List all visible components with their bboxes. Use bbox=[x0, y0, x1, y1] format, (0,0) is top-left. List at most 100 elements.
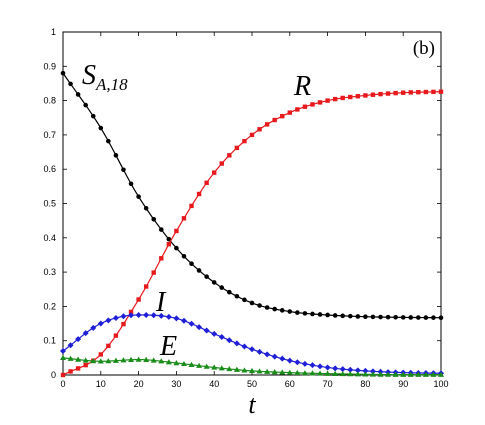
data-point-r bbox=[325, 98, 330, 103]
series-e bbox=[60, 354, 444, 377]
series-i bbox=[60, 311, 444, 377]
data-point-e bbox=[249, 367, 255, 374]
data-point-r bbox=[423, 89, 429, 95]
data-point-r bbox=[264, 122, 270, 127]
data-point-e bbox=[415, 371, 422, 377]
data-point-i bbox=[339, 366, 346, 373]
data-point-r bbox=[363, 93, 368, 98]
data-point-e bbox=[438, 371, 444, 377]
data-point-i bbox=[332, 365, 339, 372]
data-point-r bbox=[385, 91, 391, 96]
data-point-s-a-18 bbox=[68, 81, 73, 87]
data-point-e bbox=[301, 370, 308, 376]
series-line-s-a-18 bbox=[62, 72, 442, 319]
data-point-r bbox=[310, 102, 315, 107]
data-point-s-a-18 bbox=[325, 312, 330, 318]
data-point-i bbox=[165, 313, 172, 320]
panel-label: (b) bbox=[413, 38, 435, 59]
data-point-r bbox=[401, 90, 406, 95]
data-point-i bbox=[128, 312, 135, 319]
data-point-r bbox=[416, 89, 421, 95]
data-point-e bbox=[173, 359, 180, 366]
data-point-e bbox=[347, 371, 354, 377]
data-point-s-a-18 bbox=[234, 293, 240, 299]
data-point-r bbox=[106, 343, 111, 349]
data-point-e bbox=[112, 357, 119, 363]
data-point-e bbox=[317, 370, 324, 376]
data-point-s-a-18 bbox=[431, 315, 436, 320]
data-point-s-a-18 bbox=[181, 253, 187, 259]
data-point-e bbox=[279, 369, 286, 375]
data-point-i bbox=[233, 340, 240, 347]
data-point-i bbox=[143, 312, 150, 319]
data-point-e bbox=[369, 371, 376, 377]
x-tick-label: 70 bbox=[323, 379, 333, 389]
data-point-r bbox=[212, 170, 217, 175]
data-point-e bbox=[158, 358, 165, 364]
data-point-r bbox=[68, 369, 73, 374]
series-annotation-r: R bbox=[293, 71, 311, 102]
data-point-r bbox=[174, 228, 179, 234]
data-point-e bbox=[233, 366, 240, 372]
data-point-r bbox=[287, 110, 292, 115]
data-point-s-a-18 bbox=[317, 312, 323, 317]
data-point-s-a-18 bbox=[219, 285, 225, 290]
data-point-s-a-18 bbox=[355, 314, 361, 319]
x-tick-label: 0 bbox=[60, 379, 65, 389]
data-point-i bbox=[279, 355, 286, 362]
data-point-s-a-18 bbox=[136, 194, 141, 199]
data-point-i bbox=[211, 330, 218, 337]
data-point-r bbox=[121, 321, 126, 327]
data-point-r bbox=[257, 127, 262, 132]
data-point-s-a-18 bbox=[75, 92, 81, 97]
data-point-e bbox=[82, 357, 89, 363]
data-point-e bbox=[60, 354, 66, 361]
y-tick-label: 0.4 bbox=[43, 233, 56, 243]
data-point-s-a-18 bbox=[385, 314, 391, 320]
data-point-r bbox=[219, 161, 224, 166]
data-point-e bbox=[135, 356, 142, 362]
data-point-i bbox=[188, 320, 195, 327]
data-point-e bbox=[75, 356, 82, 362]
data-point-s-a-18 bbox=[113, 153, 119, 158]
data-point-s-a-18 bbox=[151, 216, 157, 222]
x-tick-label: 40 bbox=[209, 379, 219, 389]
data-point-e bbox=[271, 369, 278, 375]
data-point-r bbox=[181, 216, 187, 221]
data-point-s-a-18 bbox=[128, 181, 134, 187]
series-r bbox=[60, 89, 444, 378]
series-layer bbox=[60, 70, 444, 378]
data-point-r bbox=[196, 191, 202, 197]
data-point-e bbox=[332, 370, 339, 376]
data-point-e bbox=[203, 363, 210, 369]
data-point-r bbox=[227, 153, 232, 158]
annotation-layer: SA,18 R IE bbox=[82, 60, 311, 362]
data-point-s-a-18 bbox=[279, 308, 285, 313]
data-point-s-a-18 bbox=[438, 315, 444, 321]
data-point-e bbox=[407, 371, 414, 377]
data-point-r bbox=[234, 145, 240, 151]
data-point-r bbox=[272, 117, 277, 123]
data-point-e bbox=[256, 368, 263, 374]
data-point-r bbox=[98, 352, 103, 357]
series-annotation-s-a-18: SA,18 bbox=[82, 60, 128, 94]
data-point-e bbox=[286, 369, 293, 375]
data-point-s-a-18 bbox=[204, 274, 209, 279]
data-point-e bbox=[430, 371, 437, 377]
data-point-e bbox=[211, 364, 218, 370]
data-point-e bbox=[120, 357, 127, 363]
data-point-i bbox=[249, 346, 255, 353]
data-point-r bbox=[151, 270, 156, 275]
data-point-e bbox=[385, 371, 392, 377]
data-point-e bbox=[324, 370, 331, 376]
data-point-i bbox=[67, 342, 74, 349]
y-tick-label: 0.3 bbox=[43, 267, 56, 277]
data-point-e bbox=[264, 368, 271, 374]
data-point-i bbox=[180, 317, 187, 324]
x-axis-title: t bbox=[248, 390, 256, 419]
data-point-i bbox=[135, 311, 142, 318]
y-tick-label: 0 bbox=[51, 370, 56, 380]
data-point-e bbox=[294, 369, 301, 376]
data-point-s-a-18 bbox=[211, 280, 217, 285]
x-tick-label: 80 bbox=[360, 379, 370, 389]
